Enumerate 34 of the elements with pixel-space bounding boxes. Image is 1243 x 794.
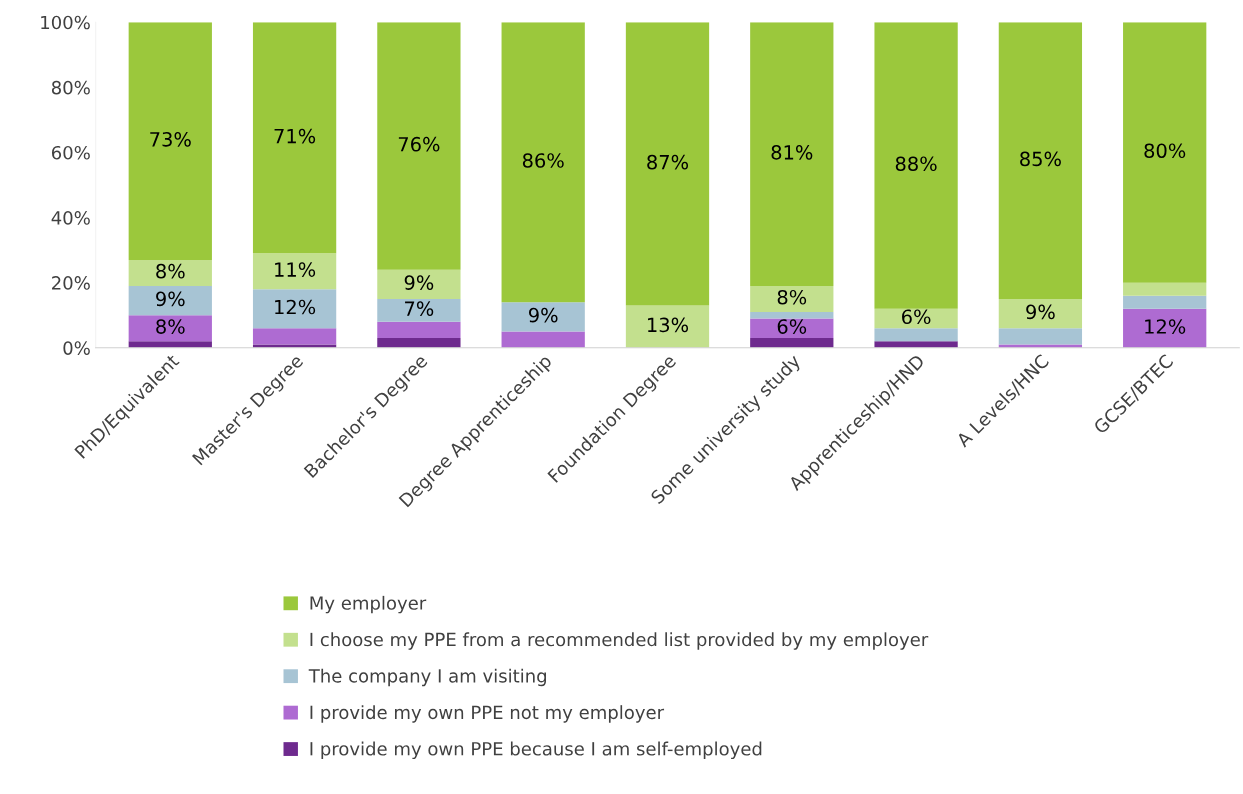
data-label: 85% [1020, 151, 1061, 167]
data-label: 11% [275, 262, 316, 277]
legend-label: I provide my own PPE because I am self-employed [310, 741, 762, 760]
data-label: 6% [902, 309, 931, 325]
legend-label: I choose my PPE from a recommended list provided by my employer [310, 632, 929, 650]
y-tick-label: 0% [63, 341, 90, 355]
data-label: 7% [405, 301, 434, 316]
data-label: 8% [777, 289, 807, 305]
data-label: 71% [274, 128, 316, 144]
y-tick-label: 80% [51, 80, 90, 95]
data-label: 9% [404, 275, 434, 290]
legend-label: The company I am visiting [308, 668, 546, 687]
y-tick-label: 60% [51, 145, 90, 160]
data-label: 86% [522, 153, 564, 168]
data-label: 81% [771, 145, 813, 160]
data-label: 76% [398, 136, 440, 152]
data-label: 9% [528, 307, 558, 323]
data-label: 73% [150, 131, 191, 147]
y-tick-label: 20% [52, 276, 90, 290]
data-label: 6% [777, 319, 807, 334]
legend-label: My employer [310, 595, 427, 614]
data-label: 9% [1026, 304, 1055, 320]
legend-label: I provide my own PPE not my employer [310, 705, 665, 723]
data-label: 9% [156, 291, 185, 307]
data-label: 8% [156, 263, 185, 279]
data-label: 12% [275, 299, 316, 315]
data-label: 8% [156, 319, 185, 334]
y-tick-label: 40% [51, 211, 90, 225]
data-label: 87% [647, 154, 689, 170]
data-label: 88% [895, 156, 937, 172]
y-tick-label: 100% [41, 15, 90, 30]
data-label: 12% [1145, 319, 1186, 334]
data-label: 13% [648, 317, 689, 333]
data-label: 80% [1144, 143, 1186, 159]
